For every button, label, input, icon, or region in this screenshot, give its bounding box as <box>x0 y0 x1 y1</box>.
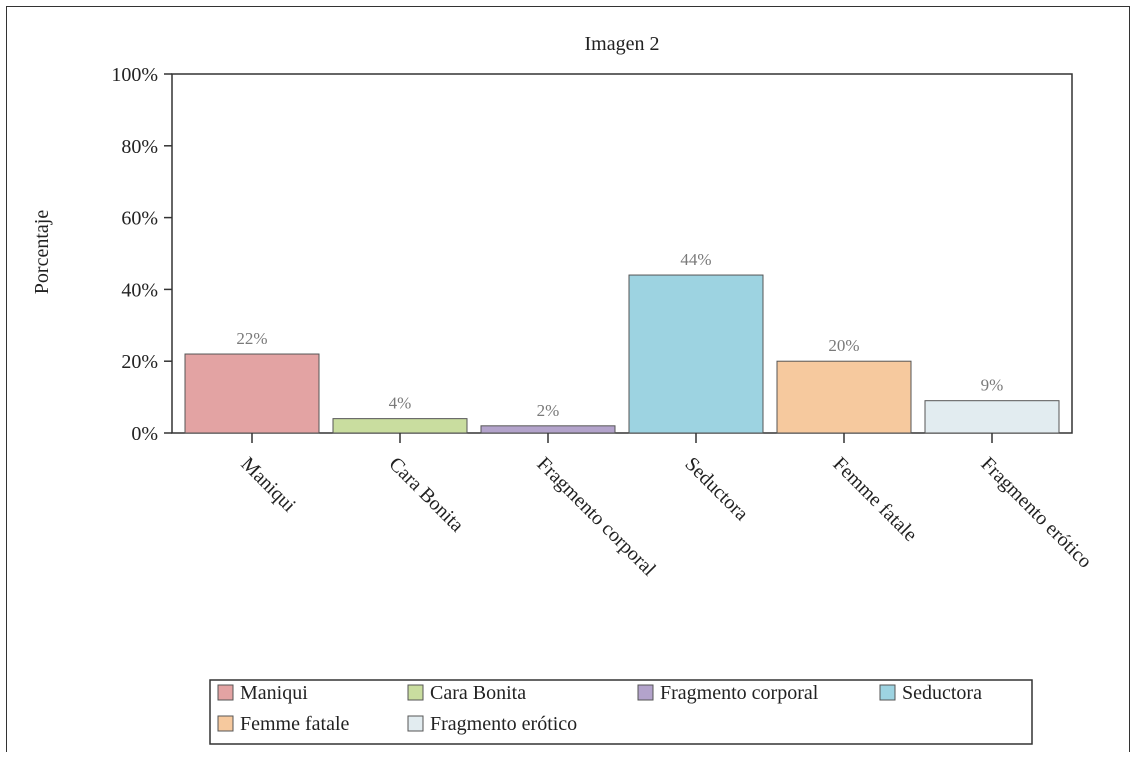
y-tick-label: 60% <box>121 208 158 230</box>
x-tick-label: Fragmento erótico <box>976 453 1096 573</box>
legend: Maniqui Cara Bonita Fragmento corporal Sedu… <box>209 679 1033 745</box>
y-axis: 0% 20% 40% 60% 80% 100% <box>111 64 172 445</box>
legend-swatch <box>407 684 424 701</box>
chart-title: Imagen 2 <box>585 33 660 55</box>
x-tick-label: Fragmento corporal <box>532 453 660 581</box>
x-tick-label: Femme fatale <box>828 453 921 546</box>
y-tick-label: 0% <box>131 423 158 445</box>
legend-label: Fragmento erótico <box>430 713 577 735</box>
bar <box>628 274 764 434</box>
y-axis-label: Porcentaje <box>31 210 53 295</box>
legend-swatch <box>217 715 234 732</box>
data-label: 9% <box>981 376 1004 395</box>
legend-swatch <box>637 684 654 701</box>
x-tick-label: Maniqui <box>236 453 300 517</box>
legend-swatch <box>217 684 234 701</box>
x-axis: Maniqui Cara Bonita Fragmento corporal Sedu… <box>236 433 1096 581</box>
legend-label: Maniqui <box>240 682 308 704</box>
legend-label: Femme fatale <box>240 713 350 735</box>
data-label: 20% <box>828 336 859 355</box>
bar <box>184 353 320 434</box>
bar <box>924 400 1060 434</box>
plot-area <box>171 73 1073 434</box>
bar <box>776 360 912 434</box>
y-tick-label: 40% <box>121 279 158 301</box>
data-label: 2% <box>537 401 560 420</box>
bar <box>480 425 616 434</box>
data-label: 4% <box>389 394 412 413</box>
legend-swatch <box>407 715 424 732</box>
x-tick-label: Seductora <box>680 453 752 525</box>
y-tick-label: 20% <box>121 351 158 373</box>
legend-label: Fragmento corporal <box>660 682 819 704</box>
bars: 22% 4% 2% 44% 20% 9% <box>184 250 1060 434</box>
legend-swatch <box>879 684 896 701</box>
y-tick-label: 80% <box>121 136 158 158</box>
legend-label: Seductora <box>902 682 982 704</box>
data-label: 22% <box>236 329 267 348</box>
bar <box>332 418 468 434</box>
data-label: 44% <box>680 250 711 269</box>
legend-label: Cara Bonita <box>430 682 526 704</box>
y-tick-label: 100% <box>111 64 158 86</box>
x-tick-label: Cara Bonita <box>384 453 468 537</box>
